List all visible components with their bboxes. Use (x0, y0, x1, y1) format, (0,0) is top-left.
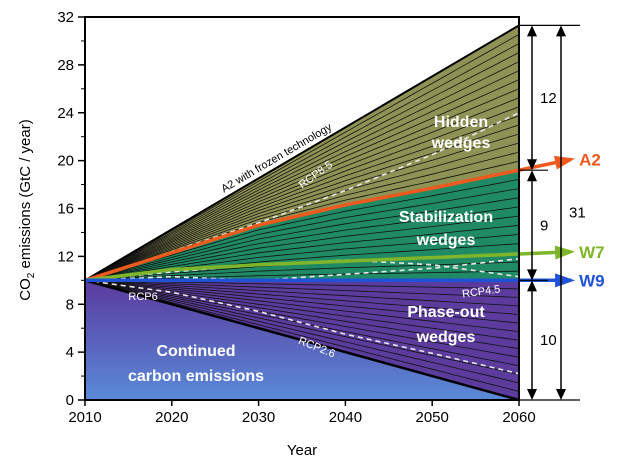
brace-arrow-down (527, 389, 537, 400)
scenario-series-lines: A2 W7 W9 (84, 24, 605, 402)
baseline-line (84, 279, 520, 402)
wedge-line (85, 224, 519, 281)
brace-label: 31 (569, 205, 586, 222)
series-label-A2: A2 (579, 150, 601, 169)
wedge-line (85, 279, 519, 384)
brace-arrow-up (556, 25, 566, 37)
x-tick-label: 2060 (502, 409, 535, 426)
wedge-line (85, 106, 519, 281)
wedge-line (85, 70, 519, 281)
y-tick-label: 4 (66, 344, 74, 361)
brace-arrow-up (527, 25, 537, 37)
wedge-line (85, 261, 519, 281)
wedge-line (85, 279, 519, 358)
rcp-label-RCP6: RCP6 (128, 291, 157, 303)
wedge-line (85, 279, 519, 298)
x-tick-label: 2030 (242, 409, 275, 426)
y-axis-label-rest: emissions (GtC / year) (17, 119, 34, 272)
wedge-line (85, 279, 519, 392)
wedge-line (85, 43, 519, 281)
y-tick-label: 12 (57, 248, 74, 265)
wedge-line (85, 179, 519, 281)
brace-label: 12 (540, 90, 557, 107)
series-label-W7: W7 (579, 243, 605, 262)
y-tick-label: 24 (57, 105, 74, 122)
wedge-line (85, 215, 519, 281)
wedge-line (85, 206, 519, 281)
wedge-line (85, 115, 519, 281)
wedge-line (85, 279, 519, 315)
x-tick-label: 2010 (68, 409, 101, 426)
y-tick-label: 8 (66, 296, 74, 313)
wedge-line (85, 34, 519, 281)
series-label-W9: W9 (579, 271, 605, 290)
wedge-line (85, 88, 519, 281)
y-axis-label-main: CO (17, 278, 34, 301)
rcp-line-RCP2.6 (84, 279, 520, 375)
brace-arrow-up (527, 170, 537, 182)
series-line-W7 (84, 250, 572, 283)
region-label: Hidden (434, 114, 488, 131)
frozen-technology-line (84, 24, 520, 282)
brace-label: 10 (540, 332, 557, 349)
brace-arrow-down (527, 269, 537, 281)
wedge-line (85, 97, 519, 281)
region-label: Continued (156, 343, 235, 360)
x-tick-label: 2020 (155, 409, 188, 426)
series-arrow-W9 (555, 273, 576, 288)
wedge-line (85, 279, 519, 324)
region-label: wedges (416, 232, 476, 249)
region-1 (85, 170, 519, 281)
wedge-line (85, 279, 519, 375)
wedge-line (85, 270, 519, 281)
braces: 12 9 10 31 (519, 24, 586, 401)
wedge-line (85, 142, 519, 281)
brace-arrow-down (556, 389, 566, 400)
y-tick-label: 20 (57, 153, 74, 170)
region-label: Stabilization (399, 209, 493, 226)
brace-label: 9 (540, 217, 548, 234)
wedge-line (85, 279, 519, 367)
y-tick-label: 16 (57, 201, 74, 218)
series-arrow-W7 (554, 245, 576, 260)
y-tick-label: 28 (57, 57, 74, 74)
wedge-line (85, 133, 519, 281)
y-axis-label-sub: 2 (26, 272, 37, 278)
x-tick-label: 2050 (416, 409, 449, 426)
y-axis-label: CO2 emissions (GtC / year) (17, 119, 37, 300)
series-line-A2 (84, 157, 572, 282)
rcp-label-RCP4.5: RCP4.5 (461, 283, 501, 300)
wedge-line (85, 79, 519, 281)
region-label: Phase-out (407, 304, 485, 321)
wedge-line (85, 124, 519, 281)
wedge-line (85, 61, 519, 281)
x-axis-label: Year (287, 442, 317, 459)
x-tick-label: 2040 (329, 409, 362, 426)
wedge-line (85, 197, 519, 281)
wedge-line (85, 52, 519, 281)
wedge-line (85, 279, 519, 350)
rcp-line-RCP6 (84, 258, 520, 282)
wedge-line (85, 188, 519, 281)
axes: 2010 2020 2030 2040 2050 2060 0 4 8 12 16 20 24 28 32 (57, 9, 535, 426)
y-tick-label: 32 (57, 9, 74, 26)
wedge-line (85, 279, 519, 307)
brace-arrow-up (527, 280, 537, 292)
region-label: carbon emissions (128, 368, 264, 385)
brace-arrow-down (527, 159, 537, 171)
y-tick-label: 0 (66, 392, 74, 409)
wedge-line (85, 279, 519, 332)
series-arrow-A2 (553, 155, 575, 170)
region-label: wedges (431, 135, 491, 152)
region-label: wedges (416, 329, 476, 346)
